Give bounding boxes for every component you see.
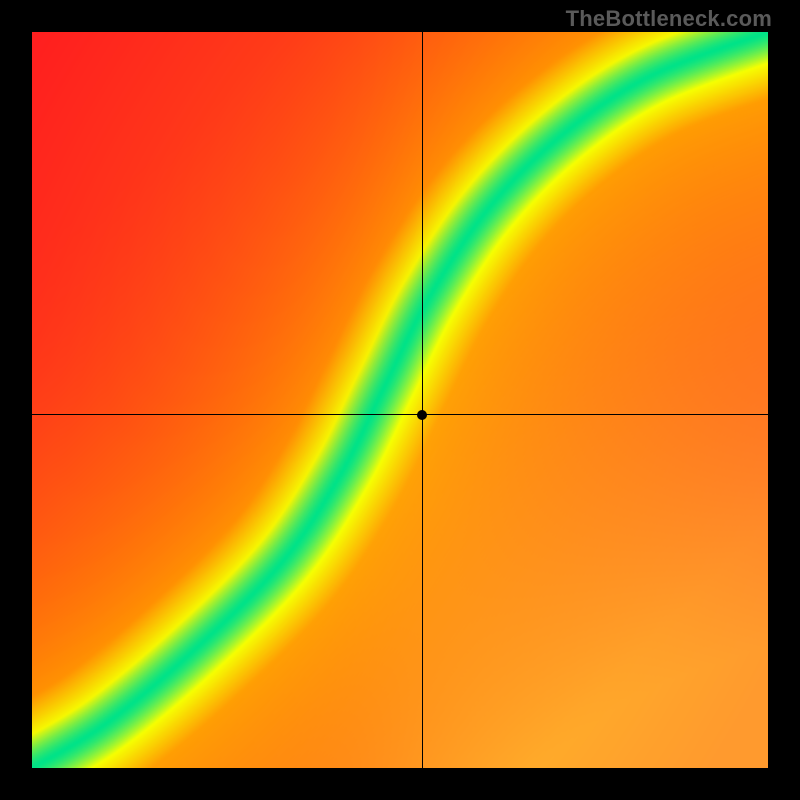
chart-container: TheBottleneck.com	[0, 0, 800, 800]
plot-frame	[32, 32, 768, 768]
crosshair-horizontal	[32, 414, 768, 415]
watermark-text: TheBottleneck.com	[566, 6, 772, 32]
crosshair-vertical	[422, 32, 423, 768]
crosshair-marker	[417, 410, 427, 420]
heatmap-canvas	[32, 32, 768, 768]
